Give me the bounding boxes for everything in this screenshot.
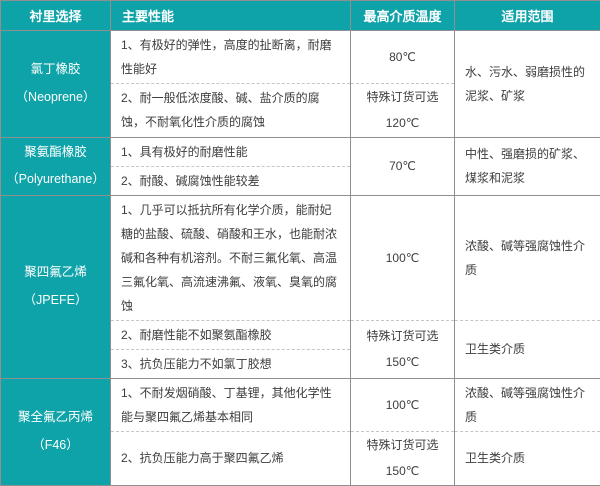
- range-cell: 水、污水、弱磨损性的泥浆、矿浆: [455, 31, 600, 138]
- header-lining-selection: 衬里选择: [1, 1, 111, 31]
- temperature-cell: 80℃: [351, 31, 455, 84]
- material-name: 聚四氟乙烯: [1, 259, 110, 287]
- material-name: 聚全氟乙丙烯: [1, 404, 110, 432]
- performance-item: 1、具有极好的耐磨性能: [111, 137, 351, 166]
- temperature-cell: 70℃: [351, 137, 455, 195]
- material-cell-neoprene: 氯丁橡胶 （Neoprene）: [1, 31, 111, 138]
- table-row: 聚全氟乙丙烯 （F46） 1、不耐发烟硝酸、丁基锂，其他化学性能与聚四氟乙烯基本…: [1, 378, 600, 431]
- performance-item: 2、耐磨性能不如聚氨酯橡胶: [111, 320, 351, 349]
- material-name: 氯丁橡胶: [1, 56, 110, 84]
- material-alias: （F46）: [1, 432, 110, 460]
- lining-selection-page: 衬里选择 主要性能 最高介质温度 适用范围 氯丁橡胶 （Neoprene） 1、…: [0, 0, 600, 427]
- performance-item: 2、耐酸、碱腐蚀性能较差: [111, 166, 351, 195]
- table-row: 聚四氟乙烯 （JPEFE） 1、几乎可以抵抗所有化学介质，能耐妃糖的盐酸、硫酸、…: [1, 195, 600, 320]
- header-main-performance: 主要性能: [111, 1, 351, 31]
- material-name: 聚氨酯橡胶: [1, 139, 110, 167]
- performance-item: 1、有极好的弹性，高度的扯断离，耐磨性能好: [111, 31, 351, 84]
- performance-item: 1、几乎可以抵抗所有化学介质，能耐妃糖的盐酸、硫酸、硝酸和王水，也能耐浓碱和各种…: [111, 195, 351, 320]
- range-cell: 浓酸、碱等强腐蚀性介质: [455, 378, 600, 431]
- material-cell-f46: 聚全氟乙丙烯 （F46）: [1, 378, 111, 485]
- temperature-cell: 特殊订货可选 150℃: [351, 431, 455, 485]
- material-alias: （JPEFE）: [1, 287, 110, 315]
- material-cell-jpefe: 聚四氟乙烯 （JPEFE）: [1, 195, 111, 378]
- temperature-cell: 100℃: [351, 195, 455, 320]
- table-row: 聚氨酯橡胶 （Polyurethane） 1、具有极好的耐磨性能 70℃ 中性、…: [1, 137, 600, 166]
- temperature-cell: 特殊订货可选 150℃: [351, 320, 455, 378]
- range-cell: 浓酸、碱等强腐蚀性介质: [455, 195, 600, 320]
- performance-item: 2、抗负压能力高于聚四氟乙烯: [111, 431, 351, 485]
- range-cell: 卫生类介质: [455, 320, 600, 378]
- material-alias: （Neoprene）: [1, 84, 110, 112]
- performance-item: 1、不耐发烟硝酸、丁基锂，其他化学性能与聚四氟乙烯基本相同: [111, 378, 351, 431]
- table-header-row: 衬里选择 主要性能 最高介质温度 适用范围: [1, 1, 600, 31]
- range-cell: 卫生类介质: [455, 431, 600, 485]
- header-max-medium-temperature: 最高介质温度: [351, 1, 455, 31]
- header-applicable-range: 适用范围: [455, 1, 600, 31]
- performance-item: 3、抗负压能力不如氯丁胶想: [111, 349, 351, 378]
- range-cell: 中性、强磨损的矿浆、煤浆和泥浆: [455, 137, 600, 195]
- performance-item: 2、耐一般低浓度酸、碱、盐介质的腐蚀，不耐氧化性介质的腐蚀: [111, 84, 351, 138]
- material-cell-polyurethane: 聚氨酯橡胶 （Polyurethane）: [1, 137, 111, 195]
- temperature-cell: 100℃: [351, 378, 455, 431]
- table-row: 氯丁橡胶 （Neoprene） 1、有极好的弹性，高度的扯断离，耐磨性能好 80…: [1, 31, 600, 84]
- temperature-cell: 特殊订货可选 120℃: [351, 84, 455, 138]
- material-alias: （Polyurethane）: [1, 166, 110, 194]
